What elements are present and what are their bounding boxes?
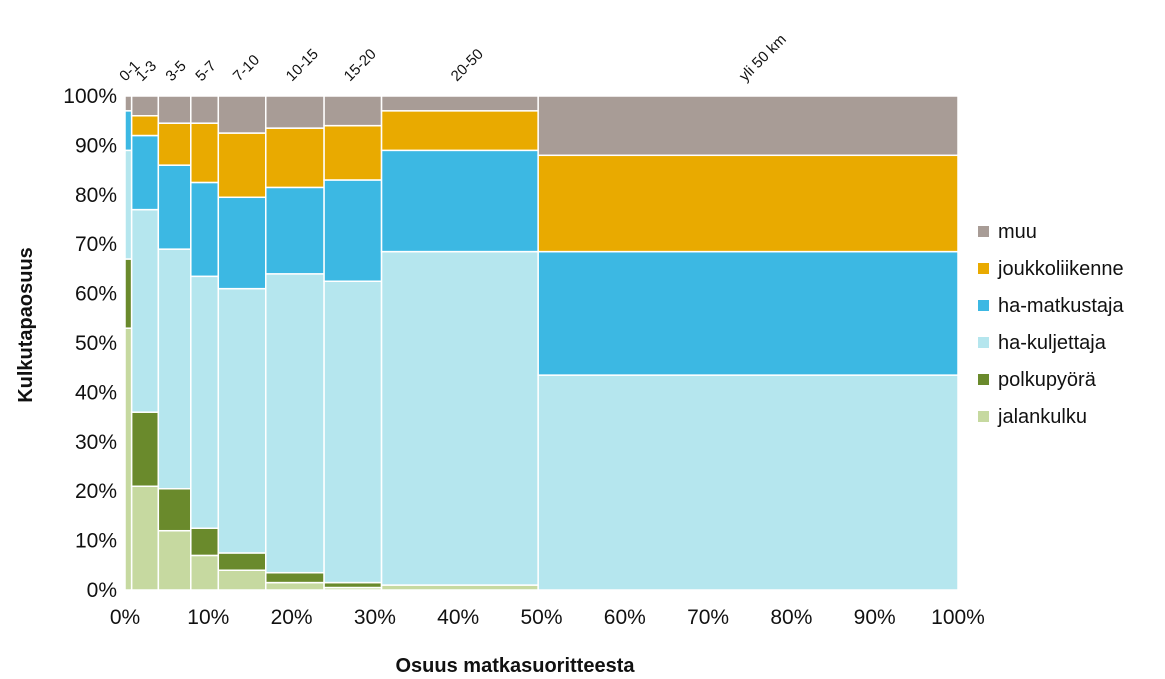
category-label: yli 50 km bbox=[736, 31, 790, 85]
legend-label-muu: muu bbox=[998, 221, 1037, 243]
bar-segment-jalankulku-10-15 bbox=[265, 581, 325, 591]
category-label: 7-10 bbox=[230, 52, 263, 85]
x-tick-label: 0% bbox=[110, 606, 140, 629]
legend-label-joukkoliikenne: joukkoliikenne bbox=[997, 258, 1124, 280]
legend-label-jalankulku: jalankulku bbox=[997, 406, 1087, 428]
bar-segment-muu-7-10 bbox=[217, 95, 267, 134]
x-tick-label: 80% bbox=[770, 606, 812, 629]
x-tick-labels: 0% 10% 20% 30% 40% 50% 60% 70% 80% 90% 100% bbox=[110, 606, 985, 629]
legend-swatch-jalankulku bbox=[978, 411, 989, 422]
x-tick-label: 90% bbox=[854, 606, 896, 629]
bar-segment-polkupyörä-5-7 bbox=[190, 527, 220, 557]
bar-segment-ha-matkustaja-5-7 bbox=[190, 181, 220, 278]
y-tick-label: 60% bbox=[75, 283, 117, 306]
x-axis-title: Osuus matkasuoritteesta bbox=[396, 655, 636, 677]
y-tick-label: 90% bbox=[75, 134, 117, 157]
bar-segment-polkupyörä-7-10 bbox=[217, 552, 267, 571]
bar-segment-polkupyörä-1-3 bbox=[130, 411, 160, 488]
y-tick-label: 80% bbox=[75, 184, 117, 207]
bar-segment-joukkoliikenne-5-7 bbox=[190, 122, 220, 184]
bar-segment-muu-20-50 bbox=[380, 95, 539, 112]
legend-swatch-ha-matkustaja bbox=[978, 300, 989, 311]
bar-segment-jalankulku-0-1 bbox=[124, 327, 133, 591]
legend-swatch-polkupyörä bbox=[978, 374, 989, 385]
legend-label-ha-kuljettaja: ha-kuljettaja bbox=[998, 332, 1107, 354]
bar-segment-muu-5-7 bbox=[190, 95, 220, 124]
bar-segment-ha-matkustaja-7-10 bbox=[217, 196, 267, 290]
bar-segment-ha-kuljettaja-yli 50 km bbox=[537, 374, 959, 591]
bar-segment-ha-matkustaja-3-5 bbox=[157, 164, 192, 250]
bar-segment-jalankulku-5-7 bbox=[190, 554, 220, 591]
x-tick-label: 60% bbox=[604, 606, 646, 629]
y-tick-label: 40% bbox=[75, 381, 117, 404]
y-tick-labels: 0% 10% 20% 30% 40% 50% 60% 70% 80% 90% 100% bbox=[63, 85, 117, 602]
bar-segment-jalankulku-3-5 bbox=[157, 529, 192, 591]
bar-segment-jalankulku-7-10 bbox=[217, 569, 267, 591]
bar-segment-ha-kuljettaja-15-20 bbox=[323, 280, 383, 584]
bar-segment-ha-kuljettaja-7-10 bbox=[217, 287, 267, 554]
category-labels: 0-11-3 3-5 5-7 7-10 10-15 15-20 20-50 yli 50 km bbox=[116, 31, 790, 85]
y-tick-label: 100% bbox=[63, 85, 117, 108]
category-label: 5-7 bbox=[192, 57, 219, 84]
bar-segment-ha-matkustaja-15-20 bbox=[323, 179, 383, 282]
bar-segment-muu-3-5 bbox=[157, 95, 192, 124]
bar-segment-ha-kuljettaja-20-50 bbox=[380, 250, 539, 586]
y-tick-label: 20% bbox=[75, 480, 117, 503]
bar-segment-polkupyörä-3-5 bbox=[157, 487, 192, 532]
y-axis-title: Kulkutapaosuus bbox=[15, 247, 37, 403]
bar-segment-ha-kuljettaja-5-7 bbox=[190, 275, 220, 529]
category-label: 20-50 bbox=[448, 46, 487, 85]
bar-segment-muu-10-15 bbox=[265, 95, 325, 129]
bar-segment-polkupyörä-0-1 bbox=[124, 258, 133, 329]
bar-segment-joukkoliikenne-3-5 bbox=[157, 122, 192, 166]
category-label: 10-15 bbox=[283, 46, 322, 85]
legend-label-ha-matkustaja: ha-matkustaja bbox=[998, 295, 1124, 317]
bar-segment-muu-yli 50 km bbox=[537, 95, 959, 157]
bar-segment-polkupyörä-10-15 bbox=[265, 571, 325, 584]
legend-swatch-ha-kuljettaja bbox=[978, 337, 989, 348]
bar-segments bbox=[124, 95, 959, 591]
bar-segment-ha-kuljettaja-1-3 bbox=[130, 208, 160, 413]
y-tick-label: 30% bbox=[75, 431, 117, 454]
bar-segment-ha-kuljettaja-3-5 bbox=[157, 248, 192, 490]
bar-segment-joukkoliikenne-yli 50 km bbox=[537, 154, 959, 253]
bar-segment-joukkoliikenne-10-15 bbox=[265, 127, 325, 189]
category-label: 3-5 bbox=[162, 57, 189, 84]
category-label: 15-20 bbox=[341, 46, 380, 85]
bar-segment-muu-15-20 bbox=[323, 95, 383, 127]
x-tick-label: 30% bbox=[354, 606, 396, 629]
legend: muu joukkoliikenne ha-matkustaja ha-kuljett… bbox=[978, 221, 1124, 428]
legend-swatch-muu bbox=[978, 226, 989, 237]
legend-label-polkupyörä: polkupyörä bbox=[998, 369, 1097, 391]
bar-segment-ha-matkustaja-yli 50 km bbox=[537, 250, 959, 376]
bar-segment-ha-matkustaja-10-15 bbox=[265, 186, 325, 275]
bar-segment-ha-kuljettaja-10-15 bbox=[265, 273, 325, 574]
bar-segment-jalankulku-1-3 bbox=[130, 485, 160, 591]
bar-segment-muu-1-3 bbox=[130, 95, 160, 117]
bar-segment-joukkoliikenne-7-10 bbox=[217, 132, 267, 199]
x-tick-label: 70% bbox=[687, 606, 729, 629]
y-tick-label: 50% bbox=[75, 332, 117, 355]
x-tick-label: 10% bbox=[187, 606, 229, 629]
bar-segment-ha-matkustaja-0-1 bbox=[124, 110, 133, 152]
legend-swatch-joukkoliikenne bbox=[978, 263, 989, 274]
y-tick-label: 10% bbox=[75, 530, 117, 553]
bar-segment-ha-matkustaja-20-50 bbox=[380, 149, 539, 253]
x-tick-label: 20% bbox=[271, 606, 313, 629]
bar-segment-muu-0-1 bbox=[124, 95, 133, 112]
x-tick-label: 40% bbox=[437, 606, 479, 629]
bar-segment-joukkoliikenne-1-3 bbox=[130, 115, 160, 137]
bar-segment-ha-kuljettaja-0-1 bbox=[124, 149, 133, 260]
category-label: 1-3 bbox=[133, 57, 160, 84]
y-tick-label: 70% bbox=[75, 233, 117, 256]
bar-segment-joukkoliikenne-20-50 bbox=[380, 110, 539, 152]
y-tick-label: 0% bbox=[87, 579, 117, 602]
bar-segment-joukkoliikenne-15-20 bbox=[323, 124, 383, 181]
x-tick-label: 100% bbox=[931, 606, 985, 629]
x-tick-label: 50% bbox=[520, 606, 562, 629]
bar-segment-ha-matkustaja-1-3 bbox=[130, 134, 160, 211]
